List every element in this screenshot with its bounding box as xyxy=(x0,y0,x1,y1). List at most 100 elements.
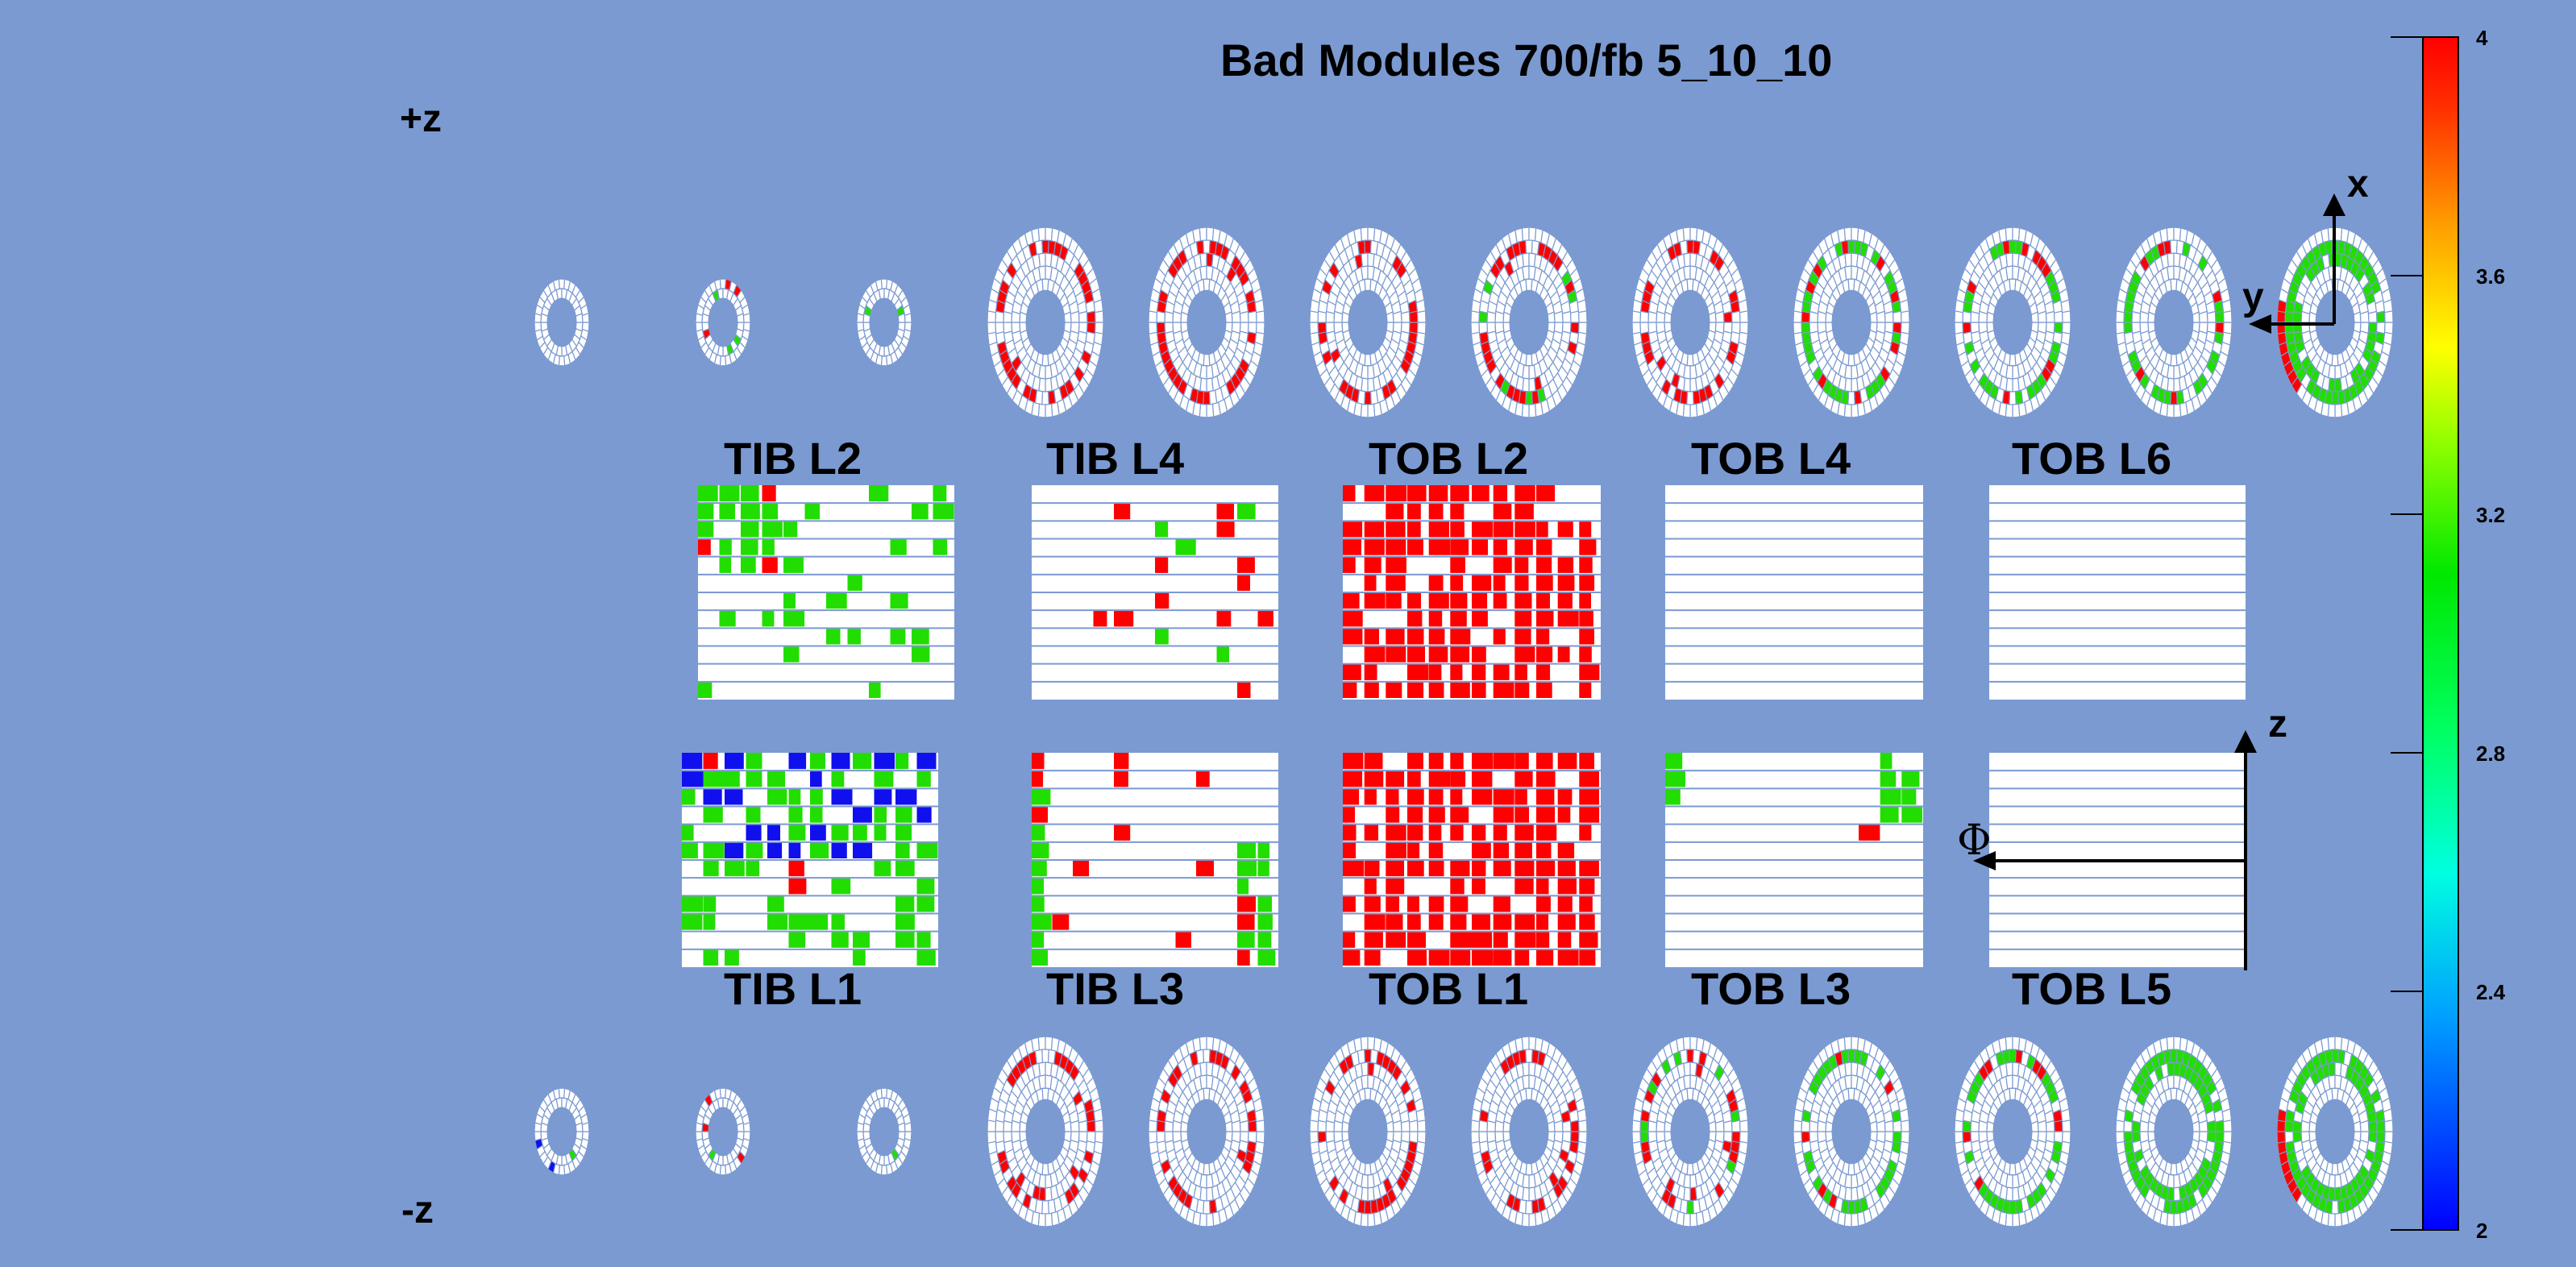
disk-module xyxy=(1847,1200,1855,1215)
barrel-module xyxy=(1343,521,1363,538)
barrel-module xyxy=(1407,949,1427,966)
barrel-module xyxy=(703,895,717,912)
barrel-module xyxy=(1237,895,1256,912)
barrel-module xyxy=(1536,806,1556,823)
barrel-module xyxy=(1052,913,1070,930)
disk-module xyxy=(1037,226,1046,242)
disk-module xyxy=(1682,1036,1691,1051)
barrel-module xyxy=(1450,771,1466,787)
barrel-module xyxy=(1472,753,1494,770)
disk-module xyxy=(1199,252,1207,268)
disk-module xyxy=(1639,1131,1650,1144)
barrel-module xyxy=(853,806,872,823)
disk-module xyxy=(1309,322,1319,334)
barrel-module xyxy=(874,753,895,770)
disk-module xyxy=(2334,1186,2342,1202)
barrel-module xyxy=(1032,913,1052,930)
barrel-module xyxy=(895,895,915,912)
barrel-module xyxy=(1450,628,1471,645)
barrel-module xyxy=(1407,824,1423,841)
disk-module xyxy=(1317,322,1327,334)
disk-module xyxy=(1478,322,1489,334)
barrel-module xyxy=(1557,521,1573,538)
disk-module xyxy=(1361,1061,1369,1077)
disk-module xyxy=(2334,1174,2342,1189)
barrel-module xyxy=(682,771,704,787)
disk-module xyxy=(581,1121,590,1132)
disk-module xyxy=(2009,239,2017,254)
disk-module xyxy=(2163,1049,2172,1065)
disk-module xyxy=(1844,265,1852,280)
disk-module xyxy=(1518,1049,1527,1065)
disk-module xyxy=(2012,364,2020,380)
barrel-module xyxy=(1557,610,1579,627)
disk-module xyxy=(1844,1074,1852,1090)
disk-module xyxy=(1038,1074,1046,1090)
disk-module xyxy=(995,1131,1005,1144)
disk-module xyxy=(2166,1036,2175,1051)
disk-module xyxy=(1361,1074,1369,1090)
barrel-module xyxy=(874,806,887,823)
barrel-module xyxy=(1032,771,1044,787)
barrel-module xyxy=(762,610,775,627)
barrel-module xyxy=(1557,878,1577,895)
barrel-module xyxy=(1407,646,1425,663)
disk-module xyxy=(1692,389,1701,405)
barrel-module xyxy=(1428,949,1450,966)
barrel-module xyxy=(746,771,762,787)
barrel-module xyxy=(1386,788,1399,805)
disk-module xyxy=(1528,1212,1537,1228)
disk-module xyxy=(1561,1120,1572,1132)
barrel-module xyxy=(788,841,801,858)
barrel-module xyxy=(703,788,722,805)
disk-module xyxy=(2005,1061,2013,1077)
disk-module xyxy=(1333,322,1344,334)
barrel-module xyxy=(895,753,909,770)
disk-module xyxy=(995,322,1005,334)
layer-label-tob-l1: TOB L1 xyxy=(1369,963,1529,1014)
disk-module xyxy=(1522,265,1530,280)
barrel-module xyxy=(831,841,847,858)
disk-module xyxy=(1876,1120,1886,1132)
disk-module xyxy=(2123,1131,2134,1144)
disk-module xyxy=(1892,310,1902,323)
barrel-module xyxy=(682,841,698,858)
barrel-module xyxy=(1237,949,1250,966)
barrel-module xyxy=(1536,681,1552,698)
disk-module xyxy=(1739,310,1749,323)
disk-module xyxy=(2061,1120,2071,1132)
disk-module xyxy=(1045,364,1053,380)
barrel-module xyxy=(1364,771,1384,787)
disk-module xyxy=(1047,1198,1057,1215)
barrel-module xyxy=(1472,913,1490,930)
barrel-module xyxy=(916,949,936,966)
barrel-module xyxy=(1364,824,1378,841)
barrel-module xyxy=(1364,931,1383,948)
disk-module xyxy=(2045,310,2055,323)
disk-module xyxy=(1203,1049,1211,1063)
disk-module xyxy=(1386,311,1394,323)
barrel-module xyxy=(1428,610,1443,627)
disk-module xyxy=(1231,310,1241,323)
barrel-module xyxy=(1579,949,1596,966)
barrel-module xyxy=(916,895,935,912)
disk-module xyxy=(1037,1036,1046,1051)
disk-module xyxy=(897,1122,906,1132)
barrel-module xyxy=(826,628,841,645)
disk-module xyxy=(856,1131,865,1142)
barrel-module xyxy=(1514,592,1532,609)
disk-module xyxy=(1843,1036,1852,1051)
barrel-module xyxy=(1428,913,1444,930)
barrel-module xyxy=(1472,860,1486,877)
barrel-module xyxy=(1493,556,1512,573)
barrel-module xyxy=(1386,538,1406,555)
disk-module xyxy=(1561,310,1572,323)
disk-module xyxy=(2005,1074,2013,1090)
disk-module xyxy=(1364,391,1372,405)
disk-module xyxy=(904,312,912,323)
barrel-module xyxy=(1032,895,1045,912)
disk-module xyxy=(897,313,906,323)
endcap-disk xyxy=(987,226,1104,418)
barrel-module xyxy=(1428,841,1444,858)
disk-module xyxy=(1369,389,1379,405)
